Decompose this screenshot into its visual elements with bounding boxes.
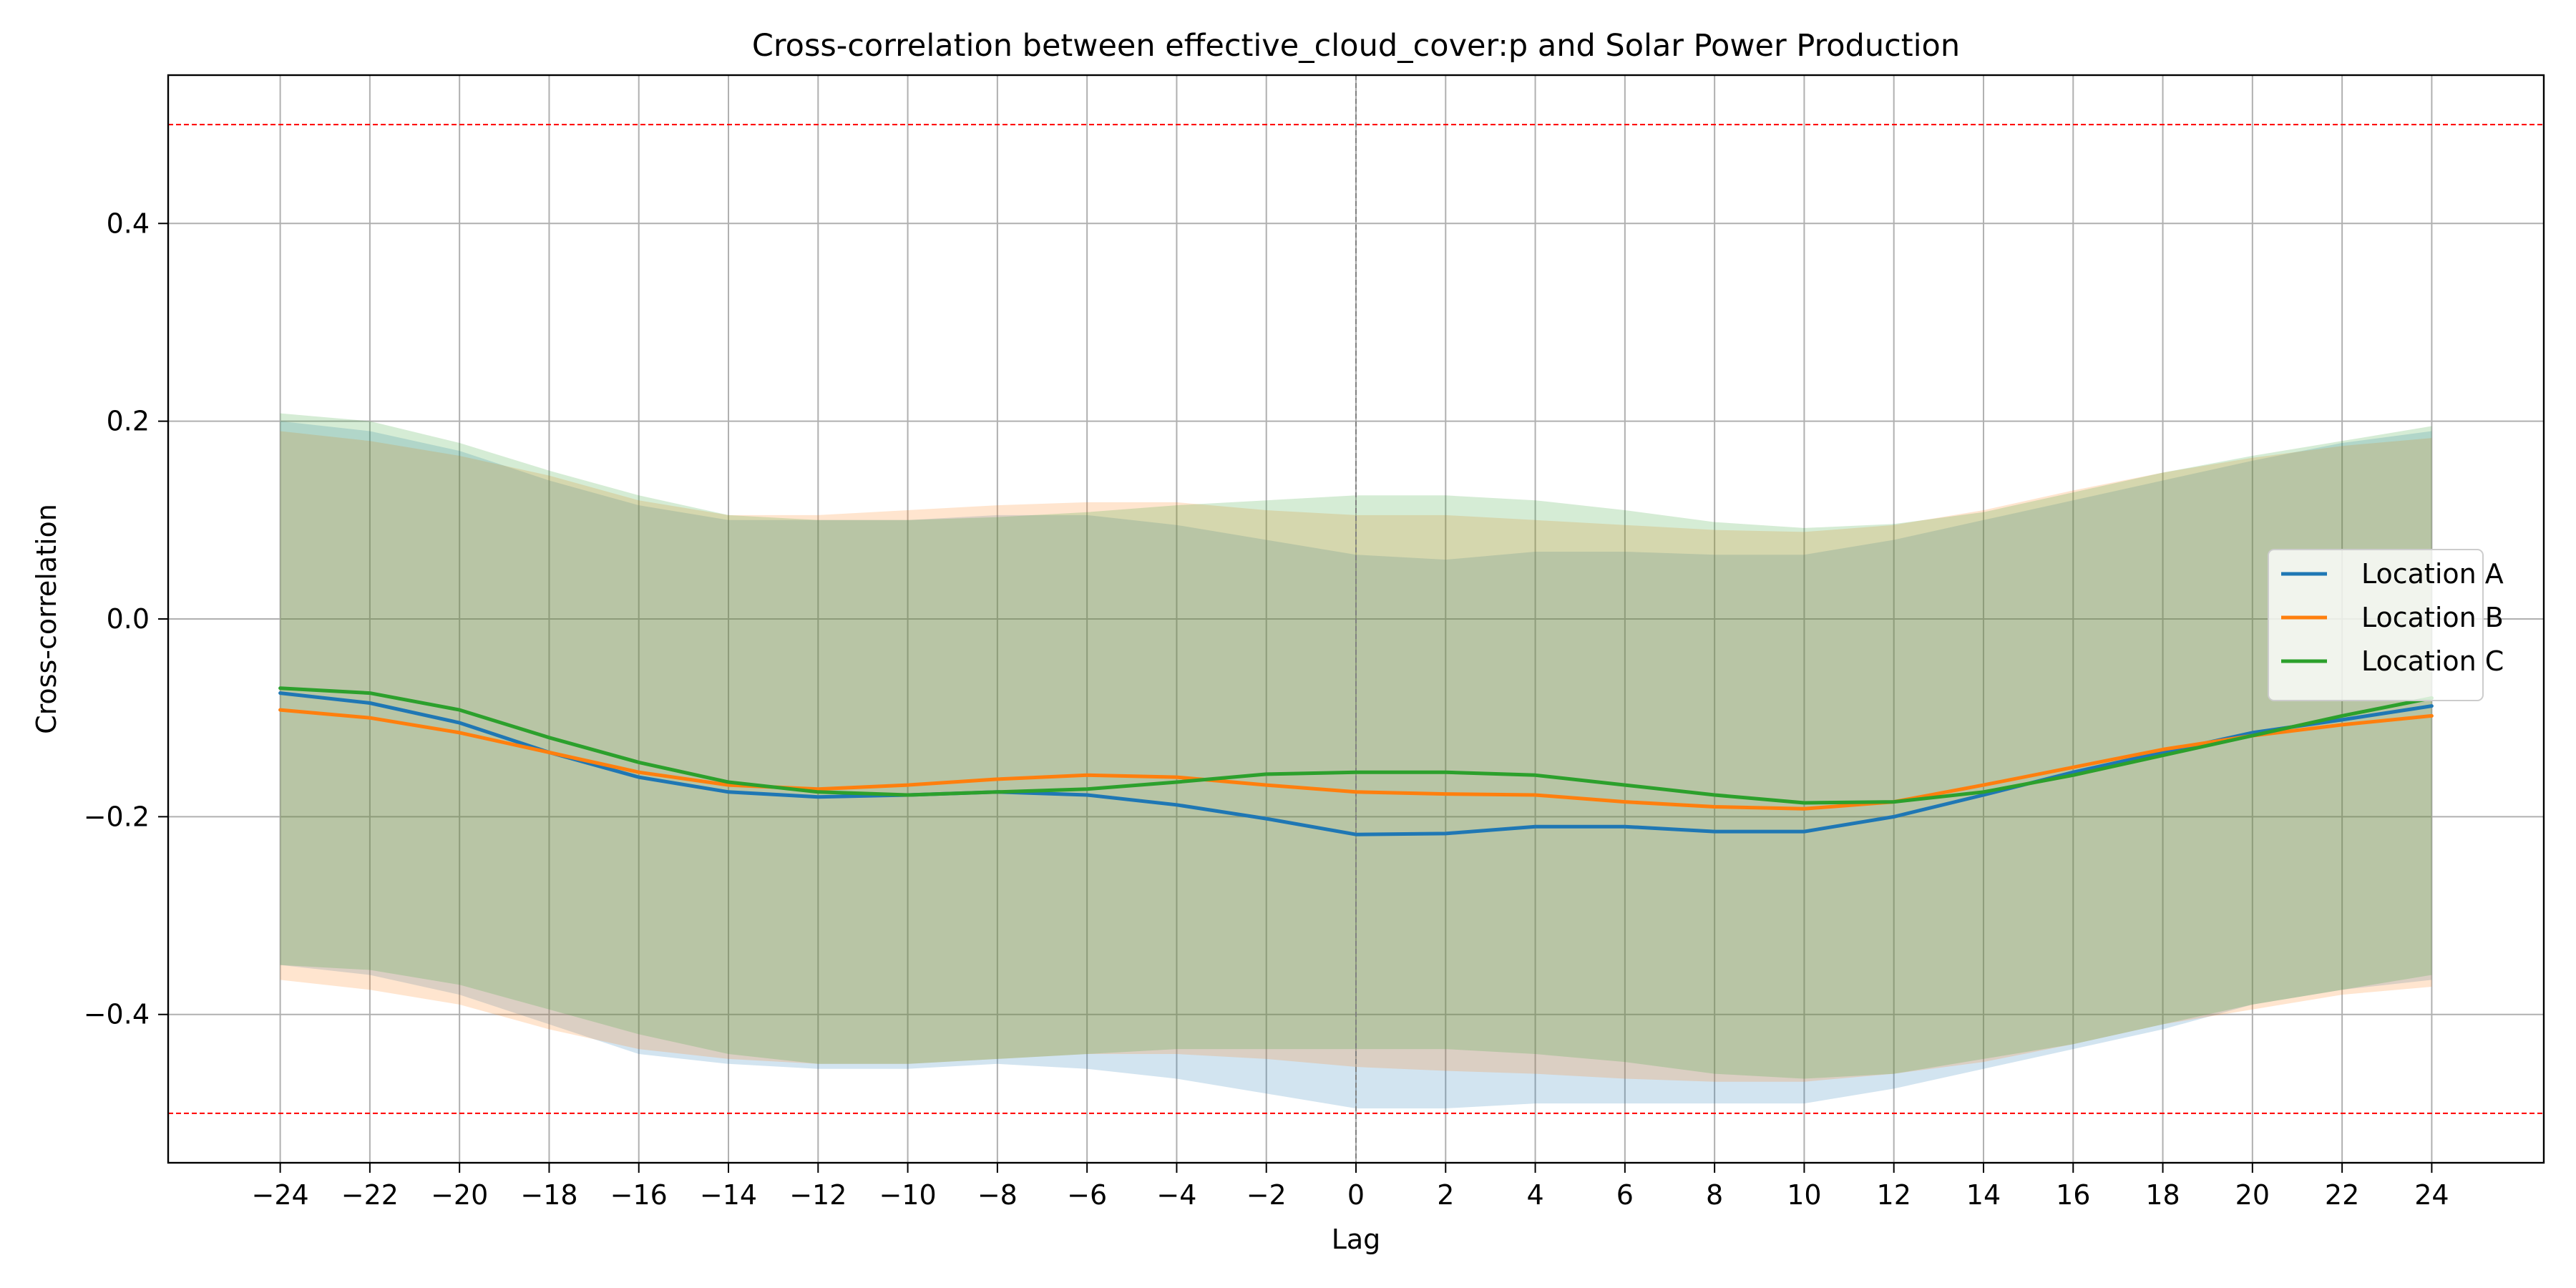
- y-tick-label: 0.2: [107, 406, 150, 437]
- legend-label-3: Location C: [2361, 645, 2504, 677]
- x-tick-label: 4: [1526, 1179, 1543, 1211]
- x-tick-label: 16: [2056, 1179, 2090, 1211]
- x-tick-label: −12: [789, 1179, 847, 1211]
- x-tick-label: −22: [341, 1179, 399, 1211]
- chart-title: Cross-correlation between effective_clou…: [752, 28, 1960, 64]
- legend-label-2: Location B: [2361, 602, 2504, 633]
- x-tick-label: −24: [252, 1179, 309, 1211]
- x-tick-label: −4: [1156, 1179, 1196, 1211]
- series-line-2: [278, 708, 2434, 811]
- ticks-layer: −24 −22 −20 −18 −16 −14 −12 −10 −8 −6 −4 −2 0 2 4 6 8 10 1…: [84, 208, 2449, 1211]
- y-tick-label: 0.0: [107, 603, 150, 635]
- x-tick-label: −10: [879, 1179, 936, 1211]
- x-tick-label: 12: [1877, 1179, 1911, 1211]
- y-axis-label: Cross-correlation: [31, 504, 62, 734]
- y-tick-label: −0.2: [84, 801, 150, 832]
- x-tick-label: 24: [2414, 1179, 2449, 1211]
- x-tick-label: 20: [2235, 1179, 2270, 1211]
- x-tick-label: −8: [977, 1179, 1018, 1211]
- y-tick-label: −0.4: [84, 999, 150, 1030]
- x-tick-label: 2: [1437, 1179, 1454, 1211]
- y-tick-label: 0.4: [107, 208, 150, 239]
- x-tick-label: 18: [2145, 1179, 2180, 1211]
- x-tick-label: 10: [1787, 1179, 1821, 1211]
- x-tick-label: 22: [2325, 1179, 2359, 1211]
- series-lines-layer: [278, 686, 2434, 836]
- x-tick-label: −20: [431, 1179, 488, 1211]
- x-tick-label: −16: [610, 1179, 668, 1211]
- series-line-1: [278, 691, 2434, 836]
- x-tick-label: −14: [700, 1179, 757, 1211]
- x-tick-label: 6: [1616, 1179, 1634, 1211]
- x-tick-label: 8: [1706, 1179, 1723, 1211]
- x-tick-label: 0: [1347, 1179, 1365, 1211]
- x-tick-label: −6: [1067, 1179, 1107, 1211]
- x-tick-label: −2: [1246, 1179, 1287, 1211]
- x-axis-label: Lag: [1332, 1224, 1381, 1255]
- series-line-3: [278, 686, 2434, 805]
- legend-label-1: Location A: [2361, 558, 2504, 590]
- x-tick-label: 14: [1966, 1179, 2001, 1211]
- x-tick-label: −18: [520, 1179, 577, 1211]
- legend: Location A Location B Location C: [2268, 549, 2504, 701]
- reference-lines-layer: [168, 75, 2544, 1163]
